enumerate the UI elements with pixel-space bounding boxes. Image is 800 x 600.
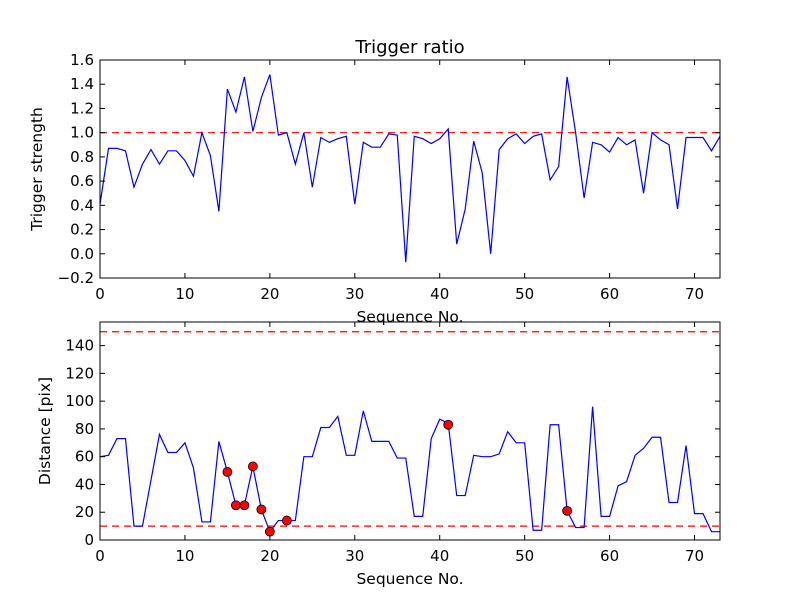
bottom-highlight-point (230, 500, 241, 511)
bottom-plot-area: 0 10 20 30 40 50 60 70 0 20 40 60 80 100 120 140 (65, 322, 720, 565)
top-y-tick-label: 0.8 (70, 148, 94, 166)
top-x-tick-label: 70 (685, 285, 704, 303)
bottom-highlight-point (443, 419, 454, 430)
bottom-highlight-point (256, 504, 267, 515)
top-x-tick-label: 30 (345, 285, 364, 303)
top-y-tick-label: 0.0 (70, 245, 94, 263)
top-axes-frame (99, 59, 721, 279)
top-y-tick-label: 1.4 (70, 75, 94, 93)
top-x-tick-label: 20 (260, 285, 279, 303)
bottom-y-tick-label: 140 (65, 337, 94, 355)
bottom-x-tick-label: 10 (175, 547, 194, 565)
bottom-x-tick-label: 60 (600, 547, 619, 565)
bottom-x-tick-label: 50 (515, 547, 534, 565)
bottom-series-line (99, 406, 720, 533)
top-y-tick-label: 0.6 (70, 172, 94, 190)
bottom-highlight-point (247, 461, 258, 472)
top-chart-title: Trigger ratio (354, 37, 464, 58)
top-y-axis-label: Trigger strength (28, 107, 46, 232)
bottom-x-tick-label: 30 (345, 547, 364, 565)
top-y-tick-label: 1.0 (70, 124, 94, 142)
top-y-tick-label: 1.2 (70, 99, 94, 117)
bottom-x-tick-label: 70 (685, 547, 704, 565)
top-x-axis-label: Sequence No. (356, 308, 463, 326)
bottom-y-tick-label: 100 (65, 392, 94, 410)
bottom-subplot: 0 10 20 30 40 50 60 70 0 20 40 60 80 100 120 140 Sequen… (36, 321, 721, 588)
top-x-tick-label: 10 (175, 285, 194, 303)
bottom-y-tick-label: 20 (75, 503, 94, 521)
top-series-line (99, 74, 721, 263)
top-x-tick-label: 40 (430, 285, 449, 303)
top-x-tick-label: 50 (515, 285, 534, 303)
bottom-x-tick-label: 40 (430, 547, 449, 565)
bottom-highlight-point (281, 515, 292, 526)
bottom-x-axis-label: Sequence No. (356, 570, 463, 588)
bottom-highlight-point (239, 500, 250, 511)
top-y-tick-label: −0.2 (58, 269, 94, 287)
bottom-axes-frame (99, 321, 721, 541)
bottom-x-tick-label: 0 (95, 547, 105, 565)
bottom-y-tick-label: 120 (65, 364, 94, 382)
bottom-highlight-point (222, 467, 233, 477)
top-y-tick-label: 0.2 (70, 221, 94, 239)
top-x-tick-label: 60 (600, 285, 619, 303)
top-plot-area: 0 10 20 30 40 50 60 70 −0.2 0.0 0.2 0.4 0.6 0.8 1.0 1.2… (58, 51, 721, 303)
bottom-y-tick-label: 60 (75, 448, 94, 466)
bottom-y-tick-label: 40 (75, 475, 94, 493)
bottom-y-tick-label: 80 (75, 420, 94, 438)
bottom-y-tick-label: 0 (84, 531, 94, 549)
bottom-highlight-point (264, 526, 275, 537)
bottom-y-axis-label: Distance [pix] (36, 377, 54, 485)
top-y-tick-label: 1.6 (70, 51, 94, 69)
top-x-tick-label: 0 (95, 285, 105, 303)
bottom-highlight-point (562, 505, 573, 516)
bottom-x-tick-label: 20 (260, 547, 279, 565)
top-y-tick-label: 0.4 (70, 196, 94, 214)
